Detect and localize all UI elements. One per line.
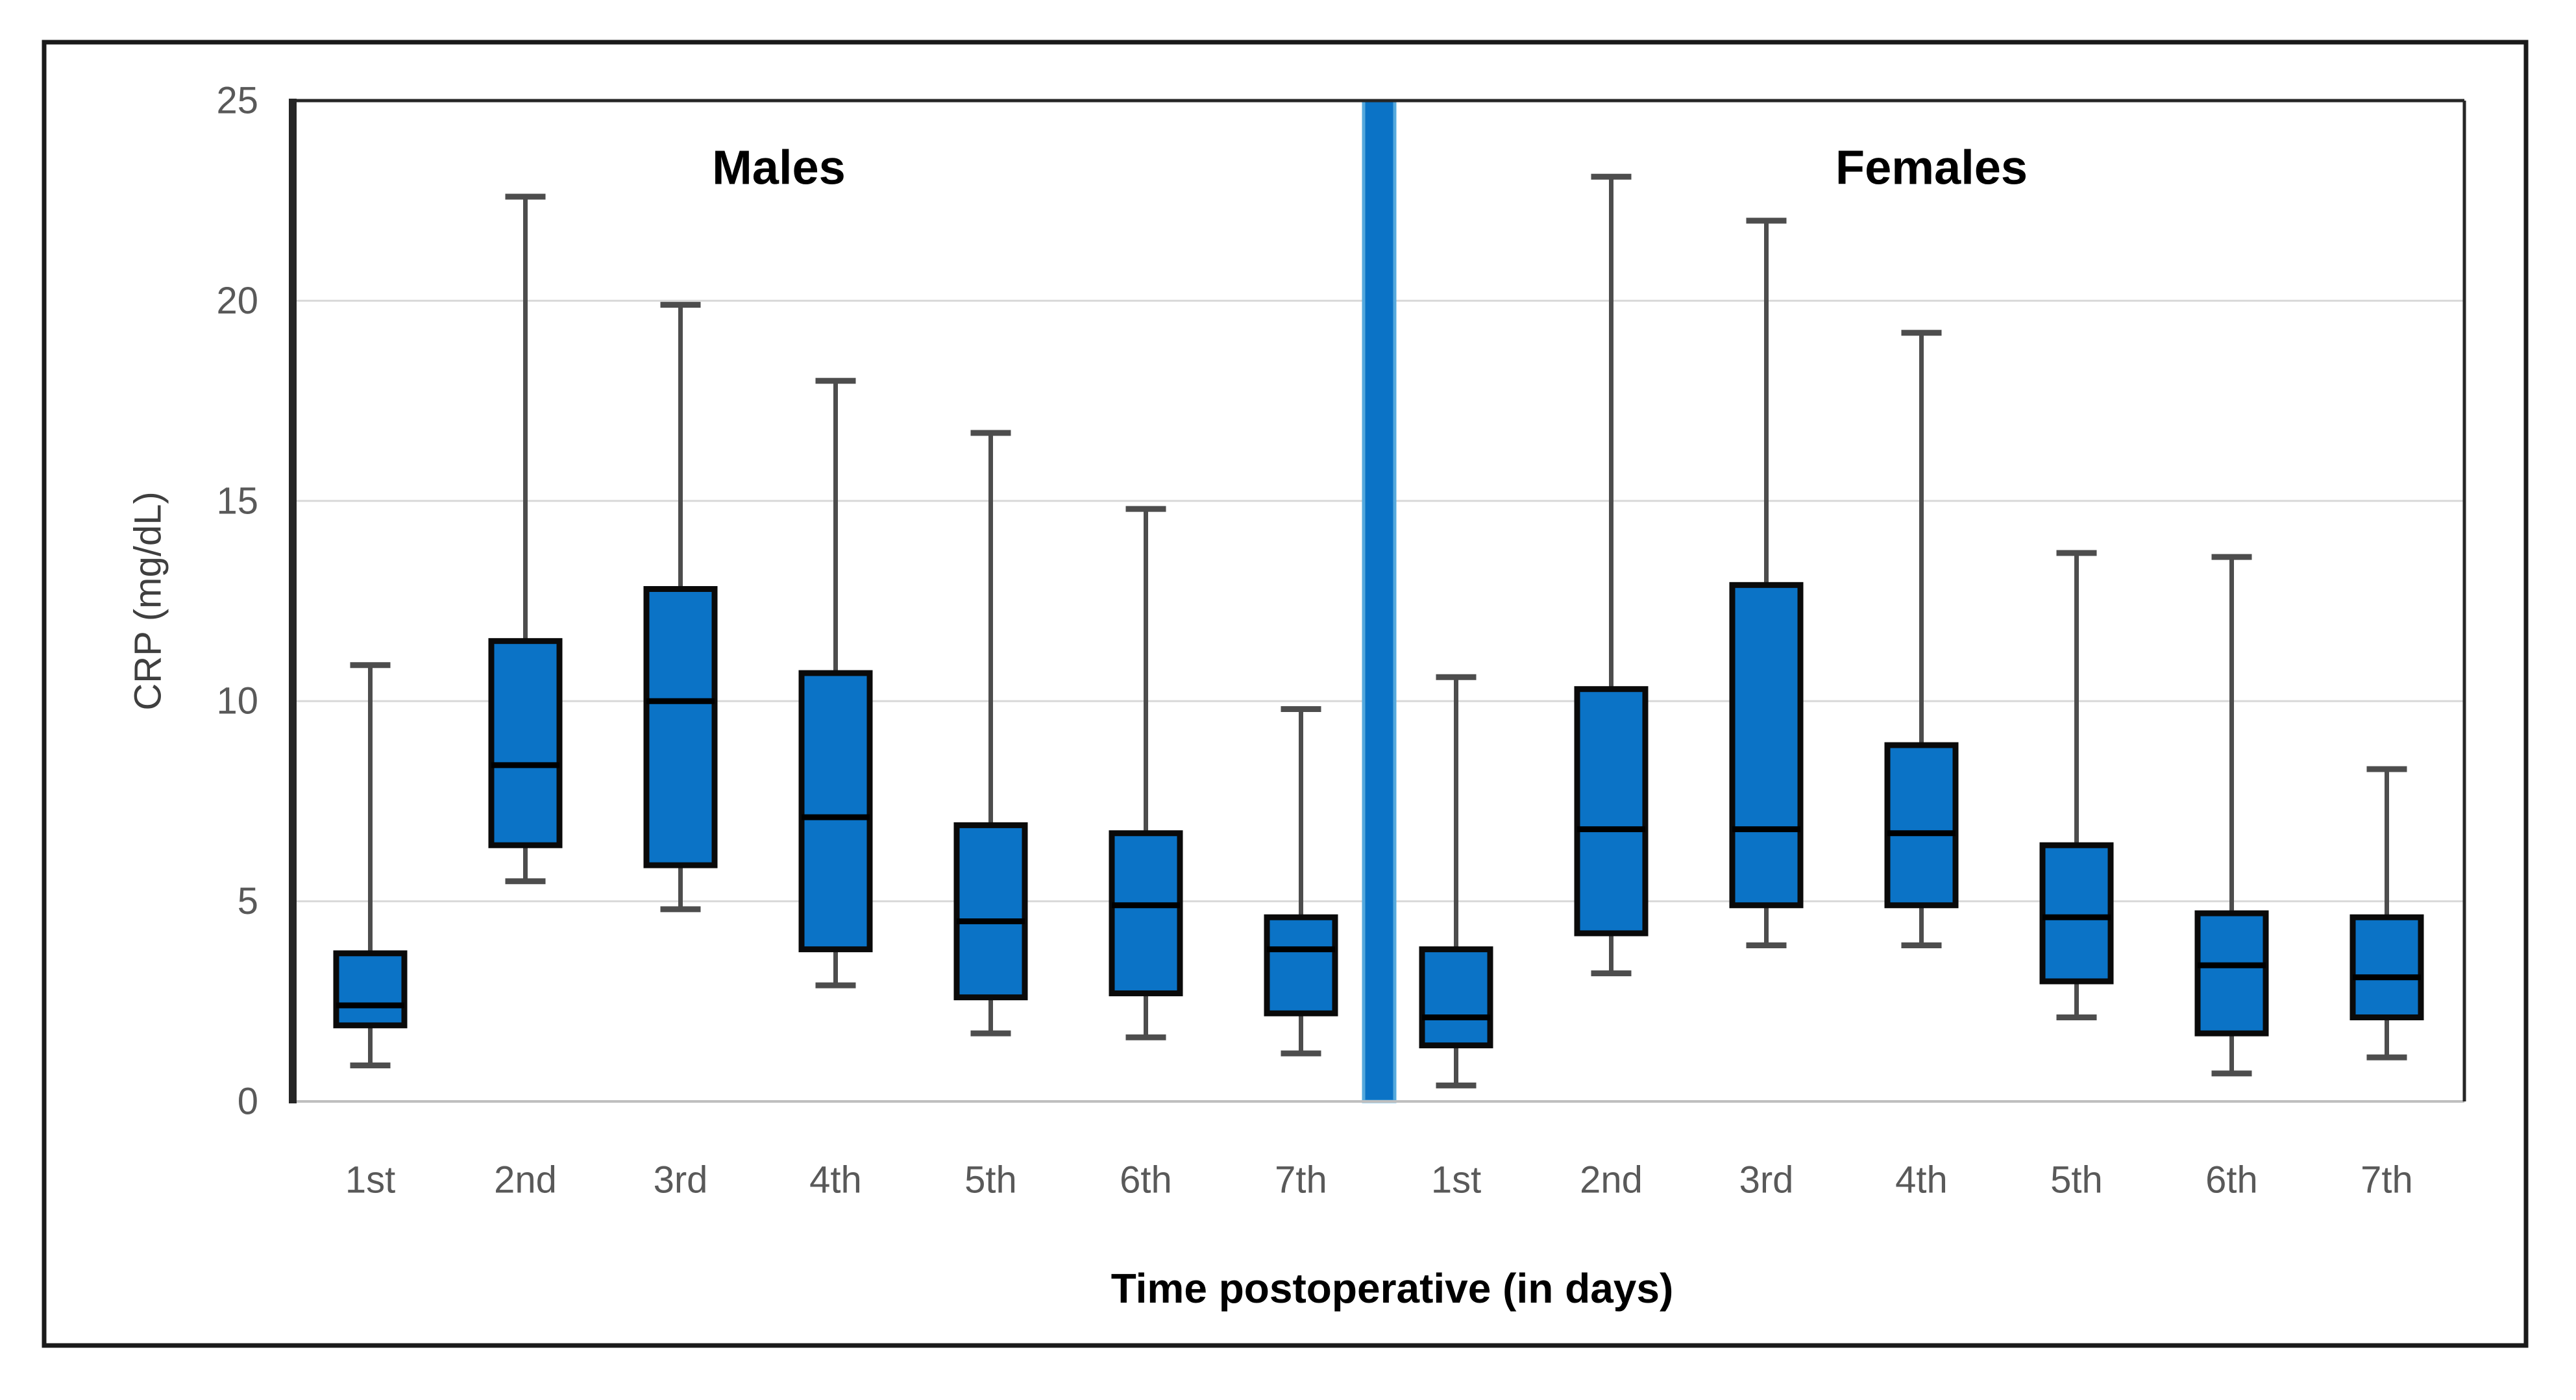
- iqr-box: [643, 585, 718, 868]
- x-tick-label: 5th: [2050, 1159, 2103, 1201]
- box-females-3rd: [1729, 217, 1804, 948]
- iqr-box: [953, 822, 1028, 1001]
- box-females-5th: [2039, 550, 2114, 1020]
- y-tick-label-10: 10: [216, 680, 258, 722]
- group-title-females: Females: [1835, 141, 2028, 195]
- iqr-box: [1264, 914, 1338, 1016]
- box-females-2nd: [1574, 173, 1649, 977]
- box-females-4th: [1884, 330, 1959, 948]
- y-tick-label-25: 25: [216, 80, 258, 122]
- box-males-7th: [1264, 706, 1338, 1057]
- iqr-box: [333, 950, 408, 1029]
- y-tick-label-15: 15: [216, 480, 258, 522]
- x-tick-label: 3rd: [1739, 1159, 1794, 1201]
- box-males-2nd: [488, 193, 563, 885]
- iqr-box: [1884, 742, 1959, 909]
- x-tick-label: 7th: [2361, 1159, 2413, 1201]
- x-tick-label: 3rd: [654, 1159, 708, 1201]
- x-tick-label: 2nd: [1580, 1159, 1643, 1201]
- iqr-box: [1109, 830, 1183, 996]
- x-tick-label: 6th: [2205, 1159, 2258, 1201]
- x-tick-label: 6th: [1120, 1159, 1172, 1201]
- iqr-box: [2349, 914, 2424, 1020]
- x-tick-label: 1st: [345, 1159, 395, 1201]
- x-tick-label: 4th: [1895, 1159, 1948, 1201]
- iqr-box: [798, 670, 873, 953]
- group-divider: [1362, 99, 1397, 1103]
- iqr-box: [488, 638, 563, 848]
- box-males-4th: [798, 378, 873, 989]
- x-tick-label: 5th: [964, 1159, 1017, 1201]
- box-males-5th: [953, 430, 1028, 1037]
- x-axis-title: Time postoperative (in days): [1111, 1265, 1674, 1312]
- group-title-males: Males: [712, 141, 846, 195]
- x-tick-label: 1st: [1431, 1159, 1481, 1201]
- box-females-1st: [1419, 674, 1493, 1088]
- y-tick-label-20: 20: [216, 280, 258, 322]
- box-females-7th: [2349, 766, 2424, 1061]
- iqr-box: [1574, 686, 1649, 937]
- iqr-box: [2039, 842, 2114, 985]
- y-tick-label-5: 5: [238, 880, 258, 922]
- x-tick-label: 7th: [1275, 1159, 1327, 1201]
- y-axis-title: CRP (mg/dL): [127, 491, 169, 710]
- x-tick-label: 2nd: [494, 1159, 557, 1201]
- box-males-3rd: [643, 302, 718, 913]
- figure-border: [42, 40, 2529, 1348]
- box-males-1st: [333, 662, 408, 1068]
- iqr-box: [1419, 946, 1493, 1049]
- iqr-box: [1729, 582, 1804, 909]
- box-males-6th: [1109, 506, 1183, 1040]
- y-tick-label-0: 0: [238, 1081, 258, 1123]
- x-tick-label: 4th: [809, 1159, 862, 1201]
- box-females-6th: [2194, 554, 2269, 1077]
- iqr-box: [2194, 910, 2269, 1037]
